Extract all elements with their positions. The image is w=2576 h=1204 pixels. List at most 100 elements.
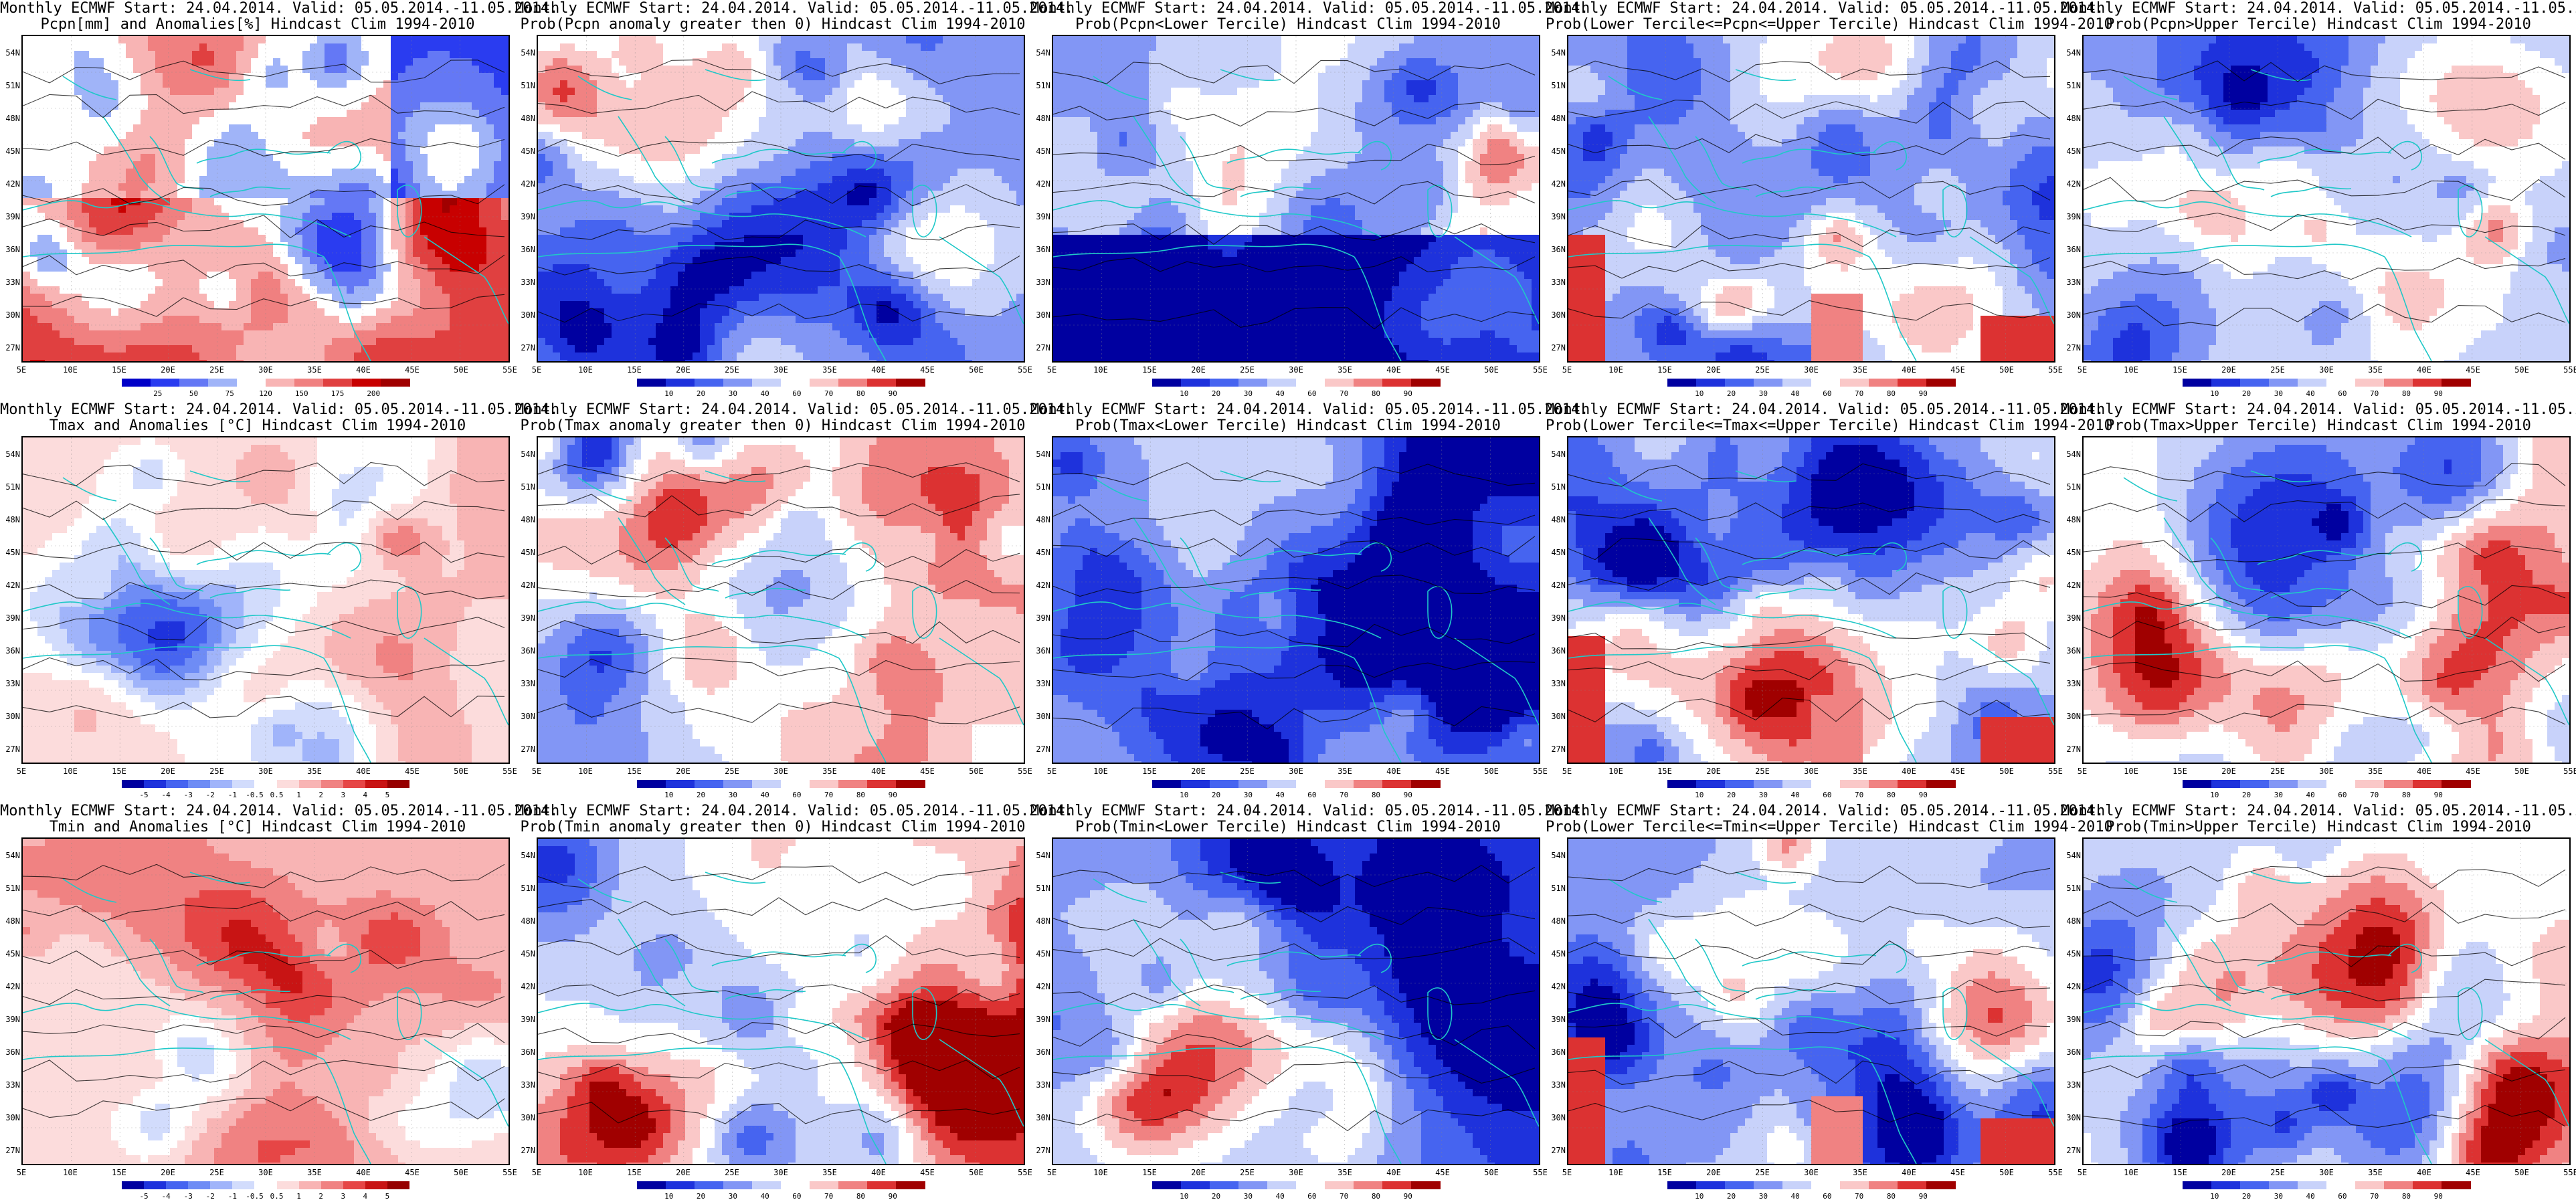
lat-label: 30N — [1546, 1113, 1566, 1122]
lat-label: 42N — [1546, 982, 1566, 991]
colorbar-segment — [122, 379, 151, 387]
colorbar-segment — [1926, 780, 1956, 788]
lon-label: 50E — [2514, 365, 2529, 375]
colorbar-tick-label: 30 — [1759, 389, 1768, 398]
lat-label: 48N — [0, 114, 20, 123]
colorbar-segment — [144, 780, 167, 788]
colorbar-tick-label: 90 — [1919, 1192, 1928, 1201]
lat-label: 54N — [2061, 851, 2081, 860]
lat-label: 42N — [1546, 179, 1566, 189]
lat-label: 42N — [0, 982, 20, 991]
colorbar-tick-label: 10 — [1180, 1192, 1188, 1201]
lon-label: 25E — [725, 1168, 739, 1177]
colorbar-segment — [166, 1181, 189, 1189]
colorbar-tick-label: 90 — [1919, 389, 1928, 398]
colorbar: -5 -4 -3 -2 -1 -0.5 0.5 1 2 3 4 5 — [122, 780, 410, 799]
colorbar-tick-label: 10 — [1695, 389, 1704, 398]
lon-label: 25E — [1755, 1168, 1770, 1177]
lat-label: 45N — [515, 146, 535, 156]
lon-label: 45E — [920, 365, 935, 375]
map-canvas — [538, 36, 1024, 361]
colorbar-segment — [1267, 1181, 1297, 1189]
colorbar-segment — [1210, 379, 1239, 387]
lon-label: 5E — [1047, 1168, 1056, 1177]
panel-title: Monthly ECMWF Start: 24.04.2014. Valid: … — [1030, 401, 1588, 418]
colorbar-segment — [666, 780, 695, 788]
colorbar-tick-label: 90 — [1404, 389, 1412, 398]
lon-label: 35E — [307, 1168, 322, 1177]
colorbar-tick-label: -5 — [139, 1192, 148, 1201]
contours — [23, 864, 505, 1121]
panel-subtitle: Prob(Tmin>Upper Tercile) Hindcast Clim 1… — [2061, 819, 2576, 835]
coastlines — [23, 872, 509, 1164]
lat-label: 33N — [515, 278, 535, 287]
colorbar-segment — [2326, 379, 2356, 387]
colorbar-segment — [1782, 780, 1812, 788]
colorbar-tick-label: -3 — [184, 1192, 193, 1201]
colorbar-tick-label: 30 — [1244, 1192, 1253, 1201]
colorbar-segment — [1238, 780, 1268, 788]
colorbar-tick-label: 2 — [318, 791, 323, 799]
lon-label: 20E — [161, 767, 175, 776]
field-layer — [2084, 437, 2569, 763]
lat-label: 42N — [2061, 581, 2081, 590]
lon-label: 50E — [454, 1168, 468, 1177]
contours — [1568, 864, 2051, 1123]
lon-label: 5E — [17, 1168, 26, 1177]
lon-label: 35E — [1853, 767, 1867, 776]
coastlines — [1568, 470, 2054, 763]
lon-label: 45E — [2466, 365, 2480, 375]
colorbar-segment — [1382, 379, 1412, 387]
map-canvas — [23, 437, 509, 763]
colorbar-tick-label: 0.5 — [270, 791, 284, 799]
colorbar-segment — [1667, 780, 1697, 788]
lat-label: 48N — [515, 515, 535, 524]
lat-label: 45N — [1546, 949, 1566, 959]
colorbar-tick-label: 20 — [1727, 791, 1736, 799]
colorbar-segment — [232, 1181, 255, 1189]
colorbar-segment — [2413, 1181, 2442, 1189]
field-layer — [1568, 36, 2054, 361]
map-canvas — [2084, 437, 2569, 763]
colorbar-tick-label: 3 — [341, 1192, 345, 1201]
lat-label: 33N — [0, 278, 20, 287]
colorbar-segment — [810, 780, 839, 788]
lon-label: 25E — [209, 767, 224, 776]
colorbar-tick-label: 10 — [664, 389, 673, 398]
colorbar-segment — [2355, 1181, 2385, 1189]
lat-label: 30N — [0, 712, 20, 721]
lon-label: 40E — [1902, 1168, 1916, 1177]
colorbar-segment — [1382, 780, 1412, 788]
panel-title: Monthly ECMWF Start: 24.04.2014. Valid: … — [1546, 803, 2104, 819]
lat-label: 42N — [1030, 982, 1050, 991]
lat-label: 33N — [515, 1080, 535, 1090]
lat-label: 30N — [1030, 712, 1050, 721]
lat-label: 27N — [515, 343, 535, 353]
field-layer — [1053, 437, 1539, 763]
colorbar-tick-label: 20 — [2242, 1192, 2251, 1201]
contours — [538, 462, 1020, 724]
lon-label: 35E — [307, 767, 322, 776]
lon-label: 25E — [209, 365, 224, 375]
lon-label: 15E — [1657, 365, 1672, 375]
colorbar-segment — [298, 1181, 322, 1189]
lat-label: 54N — [515, 449, 535, 459]
panel-subtitle: Pcpn[mm] and Anomalies[%] Hindcast Clim … — [0, 16, 515, 33]
lon-label: 5E — [2078, 1168, 2087, 1177]
colorbar-tick-label: 70 — [1340, 1192, 1348, 1201]
colorbar-segment — [1325, 379, 1354, 387]
lat-label: 39N — [2061, 613, 2081, 623]
lat-label: 36N — [515, 1047, 535, 1057]
lon-label: 40E — [871, 767, 886, 776]
colorbar-tick-label: 60 — [1823, 1192, 1831, 1201]
lon-label: 40E — [1386, 767, 1401, 776]
lon-label: 40E — [1386, 365, 1401, 375]
lon-label: 45E — [2466, 767, 2480, 776]
colorbar-tick-label: 80 — [856, 389, 865, 398]
lat-label: 33N — [0, 679, 20, 688]
colorbar-tick-label: 80 — [856, 1192, 865, 1201]
colorbar-tick-label: 60 — [2338, 389, 2347, 398]
lon-label: 50E — [454, 365, 468, 375]
colorbar-tick-label: -4 — [162, 1192, 171, 1201]
lat-label: 36N — [1546, 245, 1566, 254]
